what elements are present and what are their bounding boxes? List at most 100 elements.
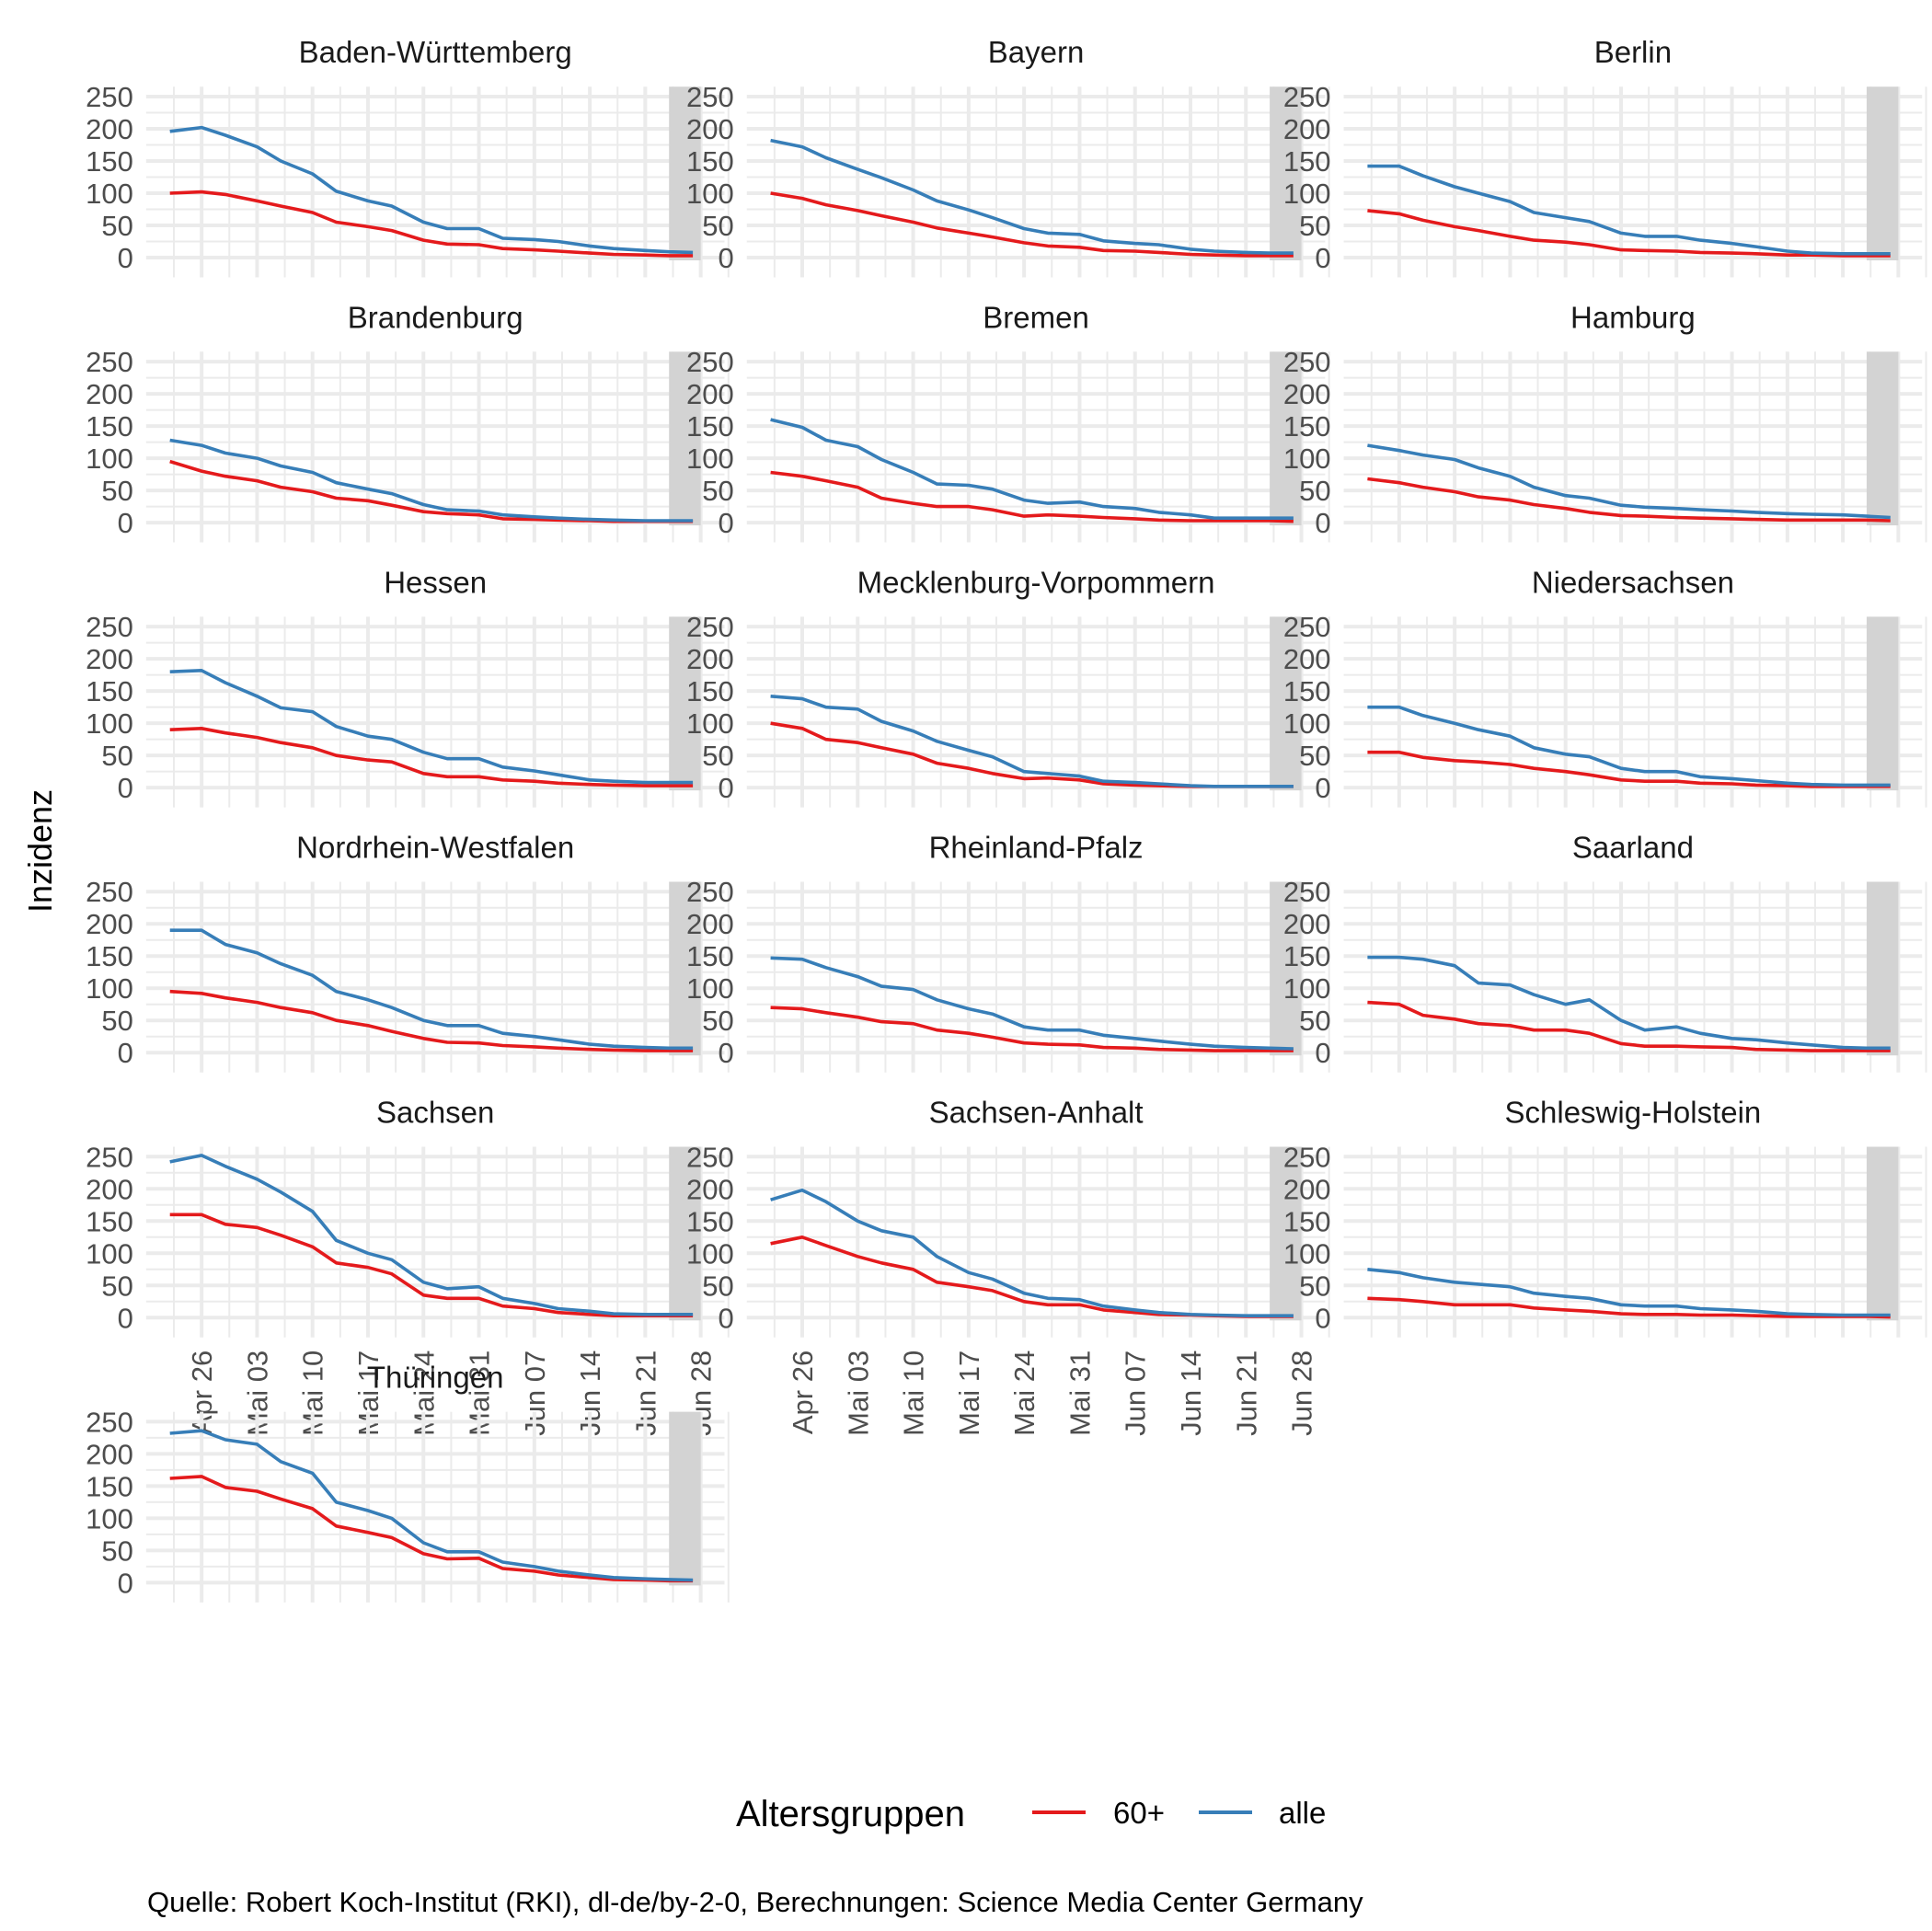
shaded-region bbox=[1270, 86, 1302, 260]
series-line-60plus bbox=[169, 1475, 694, 1583]
y-tick-label: 50 bbox=[702, 475, 733, 507]
y-tick-label: 250 bbox=[1283, 81, 1331, 113]
series-line-alle bbox=[770, 695, 1294, 788]
series-line-60plus bbox=[1367, 1000, 1891, 1052]
y-tick-label: 150 bbox=[86, 675, 133, 707]
y-tick-label: 150 bbox=[1283, 940, 1331, 972]
series-line-alle bbox=[1367, 1268, 1891, 1317]
y-tick-label: 200 bbox=[1283, 908, 1331, 940]
y-tick-label: 50 bbox=[101, 1005, 132, 1037]
y-tick-label: 250 bbox=[1283, 611, 1331, 643]
y-tick-label: 50 bbox=[101, 740, 132, 772]
panel-title: Hessen bbox=[384, 565, 487, 599]
series-line-60plus bbox=[169, 190, 694, 258]
panel-title: Sachsen-Anhalt bbox=[929, 1096, 1144, 1130]
y-tick-label: 0 bbox=[1315, 242, 1330, 274]
shaded-region bbox=[1866, 86, 1899, 260]
y-tick-label: 250 bbox=[686, 611, 734, 643]
y-tick-label: 0 bbox=[118, 772, 133, 804]
y-tick-label: 200 bbox=[86, 908, 133, 940]
y-tick-label: 0 bbox=[718, 507, 733, 539]
y-tick-label: 0 bbox=[1315, 507, 1330, 539]
y-tick-label: 100 bbox=[86, 443, 133, 475]
x-tick-label: Mai 31 bbox=[1064, 1351, 1096, 1436]
y-tick-label: 50 bbox=[1299, 740, 1330, 772]
y-tick-label: 200 bbox=[686, 378, 734, 410]
series-line-alle bbox=[770, 138, 1294, 255]
y-tick-label: 50 bbox=[101, 1270, 132, 1302]
series-line-alle bbox=[1367, 705, 1891, 787]
series-line-alle bbox=[1367, 443, 1891, 520]
x-tick-label: Mai 24 bbox=[1008, 1351, 1041, 1436]
y-tick-label: 250 bbox=[686, 1141, 734, 1173]
y-tick-label: 150 bbox=[1283, 145, 1331, 178]
series-line-60plus bbox=[169, 726, 694, 787]
y-tick-label: 150 bbox=[1283, 675, 1331, 707]
y-tick-label: 50 bbox=[1299, 210, 1330, 242]
y-tick-label: 0 bbox=[118, 507, 133, 539]
panel-title: Mecklenburg-Vorpommern bbox=[857, 565, 1215, 599]
panel-title: Brandenburg bbox=[348, 300, 523, 334]
shaded-region bbox=[669, 86, 701, 260]
y-tick-label: 100 bbox=[1283, 178, 1331, 210]
y-tick-label: 0 bbox=[1315, 1037, 1330, 1069]
shaded-region bbox=[1270, 881, 1302, 1056]
series-line-60plus bbox=[770, 1236, 1294, 1318]
y-tick-label: 200 bbox=[686, 908, 734, 940]
series-line-alle bbox=[169, 125, 694, 255]
y-tick-label: 200 bbox=[1283, 113, 1331, 145]
y-tick-label: 150 bbox=[686, 410, 734, 443]
panel-title: Hamburg bbox=[1570, 300, 1696, 334]
panel-title: Niedersachsen bbox=[1532, 565, 1734, 599]
series-line-60plus bbox=[1367, 750, 1891, 788]
y-tick-label: 200 bbox=[86, 1173, 133, 1205]
x-tick-label: Jun 14 bbox=[1175, 1351, 1207, 1436]
y-tick-label: 100 bbox=[86, 707, 133, 740]
x-tick-label: Mai 17 bbox=[953, 1351, 985, 1436]
series-line-alle bbox=[1367, 164, 1891, 256]
y-tick-label: 50 bbox=[702, 210, 733, 242]
series-line-60plus bbox=[169, 1213, 694, 1317]
shaded-region bbox=[1866, 881, 1899, 1056]
y-tick-label: 150 bbox=[686, 675, 734, 707]
y-tick-label: 150 bbox=[686, 940, 734, 972]
y-tick-label: 200 bbox=[86, 1438, 133, 1470]
panel-title: Bayern bbox=[988, 35, 1085, 69]
y-tick-label: 50 bbox=[101, 210, 132, 242]
panel-title: Rheinland-Pfalz bbox=[929, 830, 1144, 864]
y-tick-label: 100 bbox=[686, 707, 734, 740]
y-tick-label: 50 bbox=[101, 1534, 132, 1567]
y-tick-label: 250 bbox=[686, 346, 734, 378]
y-tick-label: 200 bbox=[686, 643, 734, 675]
y-tick-label: 150 bbox=[686, 1205, 734, 1237]
legend: Altersgruppen 60+ alle bbox=[736, 1794, 1326, 1834]
series-line-alle bbox=[169, 668, 694, 785]
shaded-region bbox=[669, 881, 701, 1056]
series-line-alle bbox=[770, 418, 1294, 521]
y-tick-label: 50 bbox=[101, 475, 132, 507]
panel-title: Nordrhein-Westfalen bbox=[296, 830, 574, 864]
y-tick-label: 250 bbox=[1283, 346, 1331, 378]
y-tick-label: 100 bbox=[1283, 972, 1331, 1005]
y-tick-label: 0 bbox=[118, 1567, 133, 1599]
x-tick-label: Apr 26 bbox=[787, 1351, 819, 1434]
y-tick-label: 150 bbox=[1283, 1205, 1331, 1237]
y-tick-label: 0 bbox=[1315, 1302, 1330, 1334]
y-tick-label: 0 bbox=[718, 772, 733, 804]
series-line-alle bbox=[770, 956, 1294, 1051]
y-tick-label: 250 bbox=[86, 1141, 133, 1173]
y-tick-label: 250 bbox=[686, 81, 734, 113]
legend-title: Altersgruppen bbox=[736, 1794, 965, 1834]
